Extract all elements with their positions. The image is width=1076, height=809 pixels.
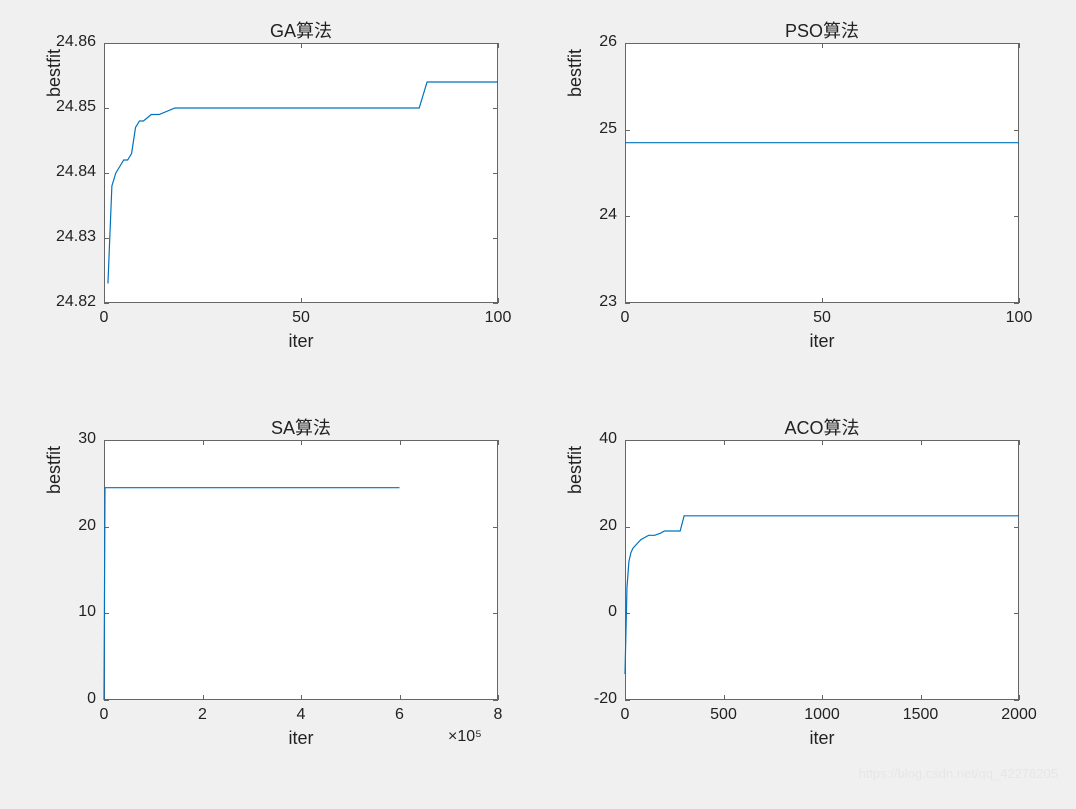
watermark-text: https://blog.csdn.net/qq_42278205: [859, 766, 1059, 781]
series-line: [0, 0, 1076, 809]
convergence-line: [625, 516, 1019, 674]
figure: GA算法iterbestfit24.8224.8324.8424.8524.86…: [0, 0, 1076, 809]
subplot-aco: ACO算法iterbestfit-20020400500100015002000: [0, 0, 1076, 809]
